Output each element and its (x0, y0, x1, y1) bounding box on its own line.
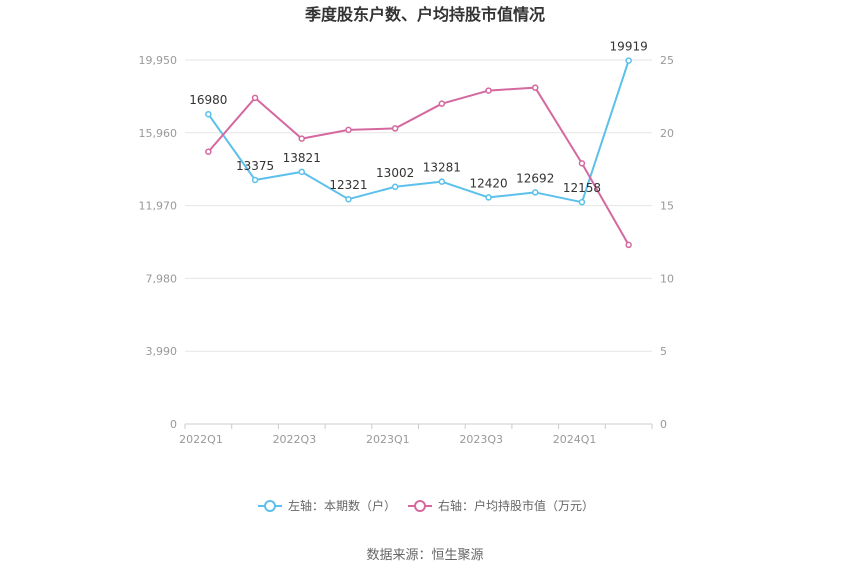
x-tick-label: 2022Q3 (273, 433, 317, 446)
y-left-tick-label: 19,950 (139, 54, 178, 67)
y-left-tick-label: 0 (170, 418, 177, 431)
y-right-tick-label: 10 (660, 272, 674, 285)
series-point-0 (205, 110, 212, 118)
series-point-1 (298, 135, 305, 142)
series-point-0 (345, 195, 352, 203)
series-point-0 (298, 168, 305, 176)
y-right-tick-label: 0 (660, 418, 667, 431)
y-axis-left: 0 3,990 7,980 11,970 15,960 19,950 (139, 54, 178, 431)
data-label: 13821 (283, 151, 321, 165)
data-label: 13002 (376, 166, 414, 180)
series-point-0 (578, 198, 586, 206)
data-label: 12158 (563, 181, 601, 195)
series-line-0 (207, 60, 630, 204)
x-tick-label: 2023Q3 (459, 433, 503, 446)
data-source: 数据来源：恒生聚源 (366, 548, 483, 563)
data-label: 12692 (516, 171, 554, 185)
series-point-1 (391, 125, 399, 132)
series-point-1 (532, 84, 539, 91)
data-label: 13281 (423, 161, 461, 175)
data-label: 16980 (189, 93, 227, 107)
series-point-0 (251, 176, 259, 184)
y-right-tick-label: 5 (660, 345, 667, 358)
data-label: 19919 (610, 40, 648, 54)
series-point-1 (251, 94, 259, 102)
series-point-0 (625, 57, 632, 64)
x-tick-label: 2022Q1 (179, 433, 223, 446)
series-point-1 (345, 126, 352, 134)
legend-swatch-marker (414, 500, 426, 512)
legend-label: 左轴：本期数（户） (288, 498, 396, 513)
y-axis-right: 0 5 10 15 20 25 (660, 54, 674, 431)
series-point-0 (532, 189, 539, 196)
data-label: 12420 (469, 176, 507, 190)
y-left-tick-label: 3,990 (146, 345, 178, 358)
series-point-0 (438, 178, 446, 185)
chart-title: 季度股东户数、户均持股市值情况 (304, 5, 545, 24)
grid-lines (185, 59, 652, 425)
data-label: 13375 (236, 159, 274, 173)
legend-label: 右轴：户均持股市值（万元） (438, 498, 594, 513)
series-line-1 (207, 86, 630, 246)
series-point-1 (205, 148, 212, 155)
y-left-tick-label: 7,980 (146, 272, 178, 285)
x-tick-label: 2023Q1 (366, 433, 410, 446)
data-labels: 16980 13375 13821 12321 13002 13281 12420 12692… (189, 40, 647, 196)
series-point-1 (485, 87, 492, 94)
series-point-0 (391, 183, 399, 191)
y-right-tick-label: 20 (660, 127, 674, 140)
data-label: 12321 (329, 178, 367, 192)
series-point-1 (625, 241, 632, 249)
legend-item-1[interactable]: 右轴：户均持股市值（万元） (408, 498, 594, 513)
legend[interactable]: 左轴：本期数（户） 右轴：户均持股市值（万元） (258, 498, 594, 513)
series-point-1 (438, 100, 446, 107)
y-right-tick-label: 25 (660, 54, 674, 67)
legend-swatch-marker (264, 500, 276, 512)
y-right-tick-label: 15 (660, 200, 674, 213)
y-left-tick-label: 11,970 (139, 200, 178, 213)
x-tick-label: 2024Q1 (553, 433, 597, 446)
legend-item-0[interactable]: 左轴：本期数（户） (258, 498, 396, 513)
y-left-tick-label: 15,960 (139, 127, 178, 140)
series-group (205, 57, 632, 249)
series-point-0 (485, 194, 492, 201)
series-point-1 (578, 160, 586, 167)
x-axis: 2022Q1 2022Q3 2023Q1 2023Q3 2024Q1 (179, 424, 653, 446)
